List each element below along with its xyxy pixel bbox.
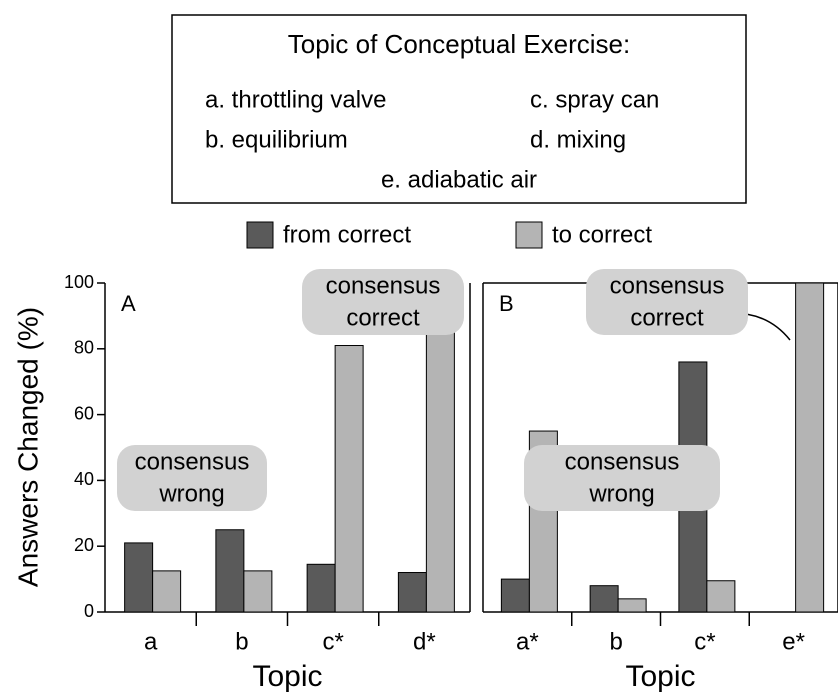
topic-item: c. spray can <box>530 86 659 113</box>
annotation-text: consensus <box>326 272 441 299</box>
annotation-text: wrong <box>588 480 654 507</box>
bar <box>306 563 336 613</box>
x-tick-label: b <box>609 628 622 655</box>
bar <box>589 585 619 613</box>
bar <box>706 580 736 613</box>
annotation-text: consensus <box>565 448 680 475</box>
legend-label: to correct <box>552 221 652 248</box>
bar <box>124 542 154 613</box>
y-tick-label: 40 <box>74 469 94 489</box>
x-axis-title: Topic <box>252 660 322 693</box>
annotation-text: consensus <box>610 272 725 299</box>
legend-swatch <box>246 221 274 249</box>
bar <box>243 570 273 613</box>
legend-swatch <box>515 221 543 249</box>
x-tick-label: e* <box>782 628 805 655</box>
x-tick-label: a* <box>516 628 539 655</box>
annotation-bubble <box>586 269 748 335</box>
annotation-text: wrong <box>158 480 224 507</box>
y-tick-label: 60 <box>74 403 94 423</box>
x-tick-label: a <box>144 628 158 655</box>
y-tick-label: 20 <box>74 535 94 555</box>
legend-label: from correct <box>283 221 411 248</box>
topic-item: a. throttling valve <box>205 86 386 113</box>
x-axis-title: Topic <box>625 660 695 693</box>
topic-item: b. equilibrium <box>205 126 348 153</box>
x-tick-label: c* <box>322 628 343 655</box>
bar <box>152 570 182 613</box>
bar <box>500 578 530 613</box>
bar <box>334 345 364 613</box>
annotation-text: correct <box>346 304 420 331</box>
annotation-text: correct <box>630 304 704 331</box>
bar <box>215 529 245 613</box>
annotation-bubble <box>302 269 464 335</box>
topic-box <box>171 14 747 204</box>
y-tick-label: 100 <box>64 272 94 292</box>
bar <box>425 321 455 613</box>
topic-item: d. mixing <box>530 126 626 153</box>
y-tick-label: 0 <box>84 601 94 621</box>
bar <box>397 572 427 613</box>
annotation-bubble <box>524 445 720 511</box>
y-tick-label: 80 <box>74 338 94 358</box>
panel-label: A <box>121 291 136 316</box>
topic-item: e. adiabatic air <box>381 166 537 193</box>
y-axis-title: Answers Changed (%) <box>12 307 43 587</box>
bar <box>795 282 825 613</box>
panel-label: B <box>499 291 514 316</box>
annotation-bubble <box>117 445 267 511</box>
topic-title: Topic of Conceptual Exercise: <box>288 29 631 59</box>
bar <box>617 598 647 613</box>
x-tick-label: b <box>235 628 248 655</box>
annotation-text: consensus <box>135 448 250 475</box>
x-tick-label: c* <box>694 628 715 655</box>
x-tick-label: d* <box>413 628 436 655</box>
